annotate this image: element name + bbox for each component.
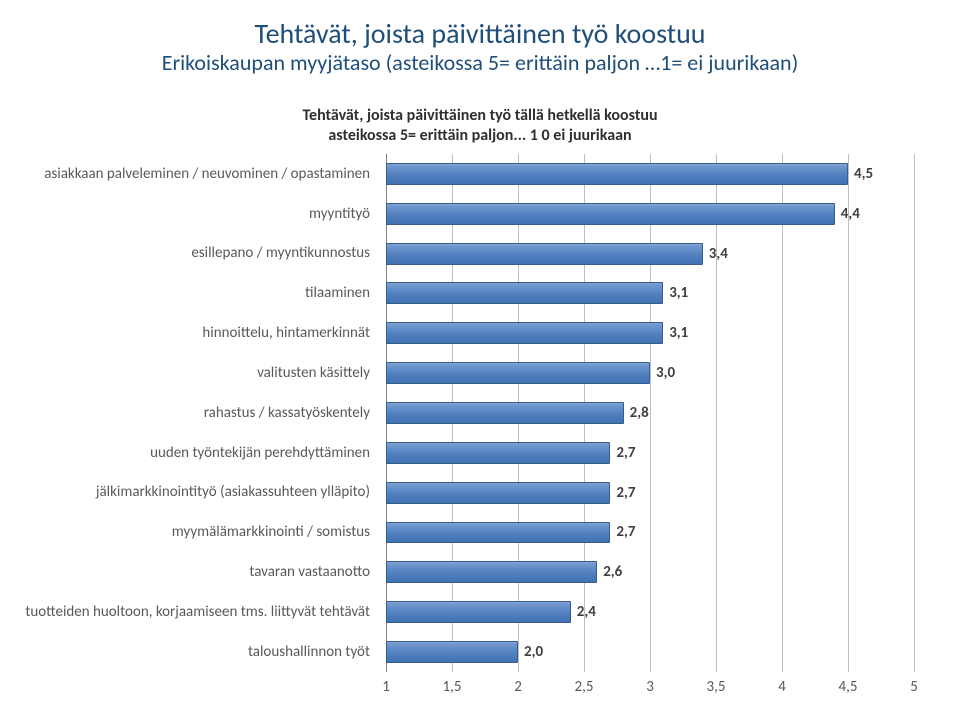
bar	[386, 601, 571, 623]
bar-track: 2,7	[386, 522, 914, 544]
chart-title-line1: Tehtävät, joista päivittäinen työ tällä …	[0, 106, 960, 126]
bar	[386, 641, 518, 663]
chart-rows: asiakkaan palveleminen / neuvominen / op…	[16, 154, 914, 672]
category-label: jälkimarkkinointityö (asiakassuhteen yll…	[16, 484, 378, 501]
x-tick-label: 1,5	[443, 678, 462, 696]
category-label: uuden työntekijän perehdyttäminen	[16, 445, 378, 462]
category-label: tavaran vastaanotto	[16, 564, 378, 581]
value-label: 4,5	[854, 165, 873, 183]
category-label: myymälämarkkinointi / somistus	[16, 524, 378, 541]
bar	[386, 203, 835, 225]
value-label: 2,7	[616, 484, 635, 502]
bar-chart: asiakkaan palveleminen / neuvominen / op…	[16, 154, 944, 702]
x-tick-label: 1	[382, 678, 390, 696]
x-tick-label: 4,5	[839, 678, 858, 696]
bar-track: 2,7	[386, 482, 914, 504]
bar	[386, 362, 650, 384]
value-label: 2,0	[524, 643, 543, 661]
bar-track: 3,1	[386, 283, 914, 305]
bar	[386, 482, 610, 504]
category-label: myyntityö	[16, 206, 378, 223]
bar	[386, 283, 663, 305]
x-tick-label: 3,5	[707, 678, 726, 696]
chart-row: valitusten käsittely 3,0	[16, 353, 914, 393]
bar-track: 3,4	[386, 243, 914, 265]
value-label: 2,4	[577, 603, 596, 621]
chart-row: esillepano / myyntikunnostus 3,4	[16, 234, 914, 274]
category-label: taloushallinnon työt	[16, 644, 378, 661]
value-label: 2,8	[630, 404, 649, 422]
bar-track: 2,8	[386, 402, 914, 424]
chart-row: tilaaminen 3,1	[16, 274, 914, 314]
value-label: 2,7	[616, 444, 635, 462]
value-label: 2,6	[603, 563, 622, 581]
category-label: tilaaminen	[16, 285, 378, 302]
value-label: 2,7	[616, 524, 635, 542]
value-label: 3,0	[656, 364, 675, 382]
bar-track: 2,4	[386, 601, 914, 623]
slide-title-line2: Erikoiskaupan myyjätaso (asteikossa 5= e…	[0, 50, 960, 75]
bar	[386, 243, 703, 265]
x-tick-label: 2,5	[575, 678, 594, 696]
x-tick-label: 2	[514, 678, 522, 696]
chart-row: tavaran vastaanotto 2,6	[16, 552, 914, 592]
bar	[386, 402, 624, 424]
category-label: rahastus / kassatyöskentely	[16, 405, 378, 422]
bar-track: 4,4	[386, 203, 914, 225]
value-label: 3,4	[709, 245, 728, 263]
value-label: 3,1	[669, 284, 688, 302]
chart-row: jälkimarkkinointityö (asiakassuhteen yll…	[16, 473, 914, 513]
bar	[386, 442, 610, 464]
chart-row: asiakkaan palveleminen / neuvominen / op…	[16, 154, 914, 194]
chart-row: myyntityö 4,4	[16, 194, 914, 234]
chart-row: tuotteiden huoltoon, korjaamiseen tms. l…	[16, 592, 914, 632]
bar	[386, 163, 848, 185]
bar-track: 3,1	[386, 322, 914, 344]
x-axis: 11,522,533,544,55	[386, 674, 914, 702]
bar-track: 2,7	[386, 442, 914, 464]
slide-title-block: Tehtävät, joista päivittäinen työ koostu…	[0, 18, 960, 75]
bar	[386, 561, 597, 583]
bar	[386, 522, 610, 544]
chart-title-line2: asteikossa 5= erittäin paljon... 1 0 ei …	[0, 126, 960, 146]
chart-row: uuden työntekijän perehdyttäminen 2,7	[16, 433, 914, 473]
category-label: tuotteiden huoltoon, korjaamiseen tms. l…	[16, 604, 378, 621]
value-label: 4,4	[841, 205, 860, 223]
category-label: asiakkaan palveleminen / neuvominen / op…	[16, 166, 378, 183]
bar-track: 4,5	[386, 163, 914, 185]
category-label: hinnoittelu, hintamerkinnät	[16, 325, 378, 342]
chart-row: taloushallinnon työt 2,0	[16, 632, 914, 672]
bar-track: 3,0	[386, 362, 914, 384]
chart-title-block: Tehtävät, joista päivittäinen työ tällä …	[0, 106, 960, 146]
value-label: 3,1	[669, 324, 688, 342]
bar	[386, 322, 663, 344]
slide-title-line1: Tehtävät, joista päivittäinen työ koostu…	[0, 18, 960, 50]
x-tick-label: 3	[646, 678, 654, 696]
category-label: valitusten käsittely	[16, 365, 378, 382]
bar-track: 2,0	[386, 641, 914, 663]
x-tick-label: 5	[910, 678, 918, 696]
category-label: esillepano / myyntikunnostus	[16, 245, 378, 262]
x-tick-label: 4	[778, 678, 786, 696]
bar-track: 2,6	[386, 561, 914, 583]
gridline	[914, 154, 915, 672]
chart-row: hinnoittelu, hintamerkinnät 3,1	[16, 313, 914, 353]
chart-row: rahastus / kassatyöskentely 2,8	[16, 393, 914, 433]
chart-row: myymälämarkkinointi / somistus 2,7	[16, 513, 914, 553]
